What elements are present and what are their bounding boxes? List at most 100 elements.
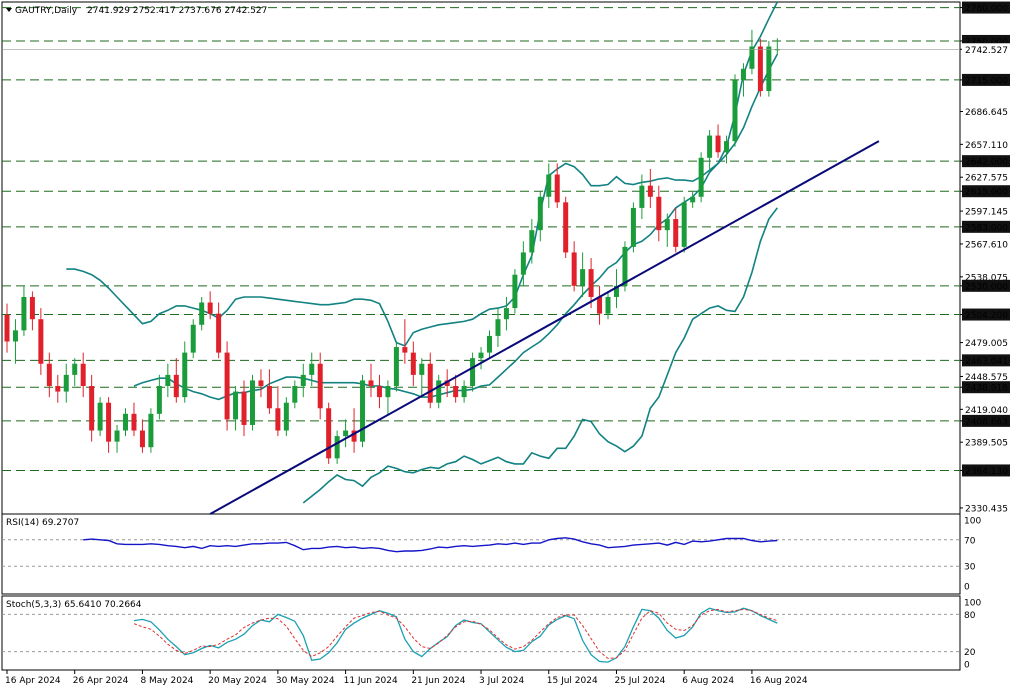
- bollinger-lower-line: [302, 207, 778, 504]
- date-tick-label: 26 Apr 2024: [73, 676, 129, 686]
- price-tick-label: 2597.145: [965, 208, 1008, 218]
- candle-down: [216, 313, 222, 353]
- date-tick-label: 20 May 2024: [208, 676, 267, 686]
- date-axis: 16 Apr 2024 26 Apr 2024 8 May 2024 20 May 2…: [5, 670, 808, 686]
- level-price-box: [962, 1, 1010, 14]
- candle-down: [131, 413, 137, 431]
- candle-up: [681, 202, 687, 247]
- candle-up: [478, 352, 484, 359]
- price-tick-label: 2567.610: [965, 240, 1008, 250]
- price-tick-label: 2627.575: [965, 174, 1008, 184]
- price-tick-label: 2530.000: [965, 282, 1008, 292]
- price-tick-label: 2583.000: [965, 223, 1008, 233]
- candle-down: [317, 363, 323, 409]
- stoch-main-line: [133, 607, 778, 663]
- level-price-box: [962, 354, 1010, 367]
- rsi-indicator: 100 70 30 0: [2, 517, 981, 593]
- rsi-tick-label: 30: [964, 563, 976, 573]
- collapse-triangle-icon[interactable]: [6, 8, 12, 12]
- candle-down: [55, 386, 61, 392]
- candle-up: [495, 319, 501, 336]
- stoch-label: Stoch(5,3,3): [6, 600, 61, 610]
- level-price-box: [962, 414, 1010, 427]
- candle-up: [749, 46, 755, 69]
- candle-down: [326, 408, 332, 459]
- price-tick-label: 2686.645: [965, 108, 1008, 118]
- price-tick-label: 2715.000: [965, 76, 1008, 86]
- candle-up: [72, 363, 78, 375]
- candle-up: [114, 430, 120, 442]
- date-tick-label: 11 Jun 2024: [344, 676, 398, 686]
- rsi-tick-label: 100: [964, 517, 981, 527]
- candle-down: [757, 46, 763, 92]
- candle-down: [402, 347, 408, 353]
- rsi-value: 69.2707: [42, 518, 79, 528]
- candle-down: [275, 408, 281, 431]
- price-tick-label: 2448.575: [965, 373, 1008, 383]
- candle-up: [165, 374, 171, 386]
- candle-down: [554, 174, 560, 203]
- candle-up: [182, 352, 188, 398]
- candle-up: [732, 79, 738, 142]
- candle-down: [563, 202, 569, 253]
- date-tick-label: 16 Apr 2024: [5, 676, 61, 686]
- candle-up: [21, 296, 27, 331]
- last-price-box: [962, 43, 1010, 56]
- candle-down: [139, 430, 145, 448]
- candle-up: [436, 380, 442, 403]
- candle-down: [571, 252, 577, 286]
- stoch-signal-value: 70.2664: [104, 600, 141, 610]
- ohlc-values: 2741.929 2752.417 2737.676 2742.527: [87, 6, 267, 16]
- candle-down: [80, 363, 86, 386]
- candle-up: [470, 358, 476, 386]
- candle-up: [233, 391, 239, 420]
- candle-up: [360, 380, 366, 442]
- date-tick-label: 30 May 2024: [276, 676, 335, 686]
- candle-up: [309, 363, 315, 375]
- level-price-box: [962, 381, 1010, 394]
- candle-up: [334, 436, 340, 459]
- price-tick-label: 2479.005: [965, 339, 1008, 349]
- stochastic-indicator: 100 80 20 0: [2, 599, 981, 671]
- candle-down: [224, 352, 230, 420]
- candle-up: [461, 386, 467, 398]
- candle-down: [258, 380, 264, 386]
- level-price-box: [962, 155, 1010, 168]
- rsi-panel-frame: [1, 513, 961, 595]
- price-tick-label: 2389.505: [965, 439, 1008, 449]
- candle-up: [630, 207, 636, 247]
- candle-down: [89, 386, 95, 431]
- date-tick-label: 16 Aug 2024: [750, 676, 808, 686]
- candle-up: [419, 363, 425, 375]
- candle-up: [520, 252, 526, 275]
- candle-down: [38, 319, 44, 364]
- candle-up: [529, 230, 535, 253]
- candle-up: [724, 141, 730, 153]
- stoch-signal-line: [133, 608, 778, 659]
- price-tick-label: 2780.000: [965, 4, 1008, 14]
- candle-up: [123, 413, 129, 431]
- rsi-label: RSI(14): [6, 518, 39, 528]
- candle-up: [740, 68, 746, 80]
- candle-up: [664, 219, 670, 231]
- price-tick-label: 2330.435: [965, 504, 1008, 514]
- candle-up: [343, 430, 349, 437]
- candle-up: [156, 386, 162, 414]
- candle-down: [368, 380, 374, 386]
- price-tick-label: 2657.110: [965, 141, 1008, 151]
- candle-up: [385, 386, 391, 398]
- stoch-tick-label: 0: [964, 661, 970, 671]
- stoch-tick-label: 100: [964, 599, 981, 609]
- rsi-tick-label: 70: [964, 536, 976, 546]
- symbol-label: GAUTRY,Daily: [15, 6, 78, 16]
- date-tick-label: 8 May 2024: [140, 676, 193, 686]
- candle-up: [580, 269, 586, 286]
- candle-up: [698, 157, 704, 197]
- candle-up: [622, 246, 628, 286]
- candle-up: [12, 330, 18, 342]
- level-price-box: [962, 279, 1010, 292]
- price-tick-label: 2364.130: [965, 467, 1008, 477]
- candle-up: [613, 285, 619, 297]
- rsi-line: [83, 537, 778, 553]
